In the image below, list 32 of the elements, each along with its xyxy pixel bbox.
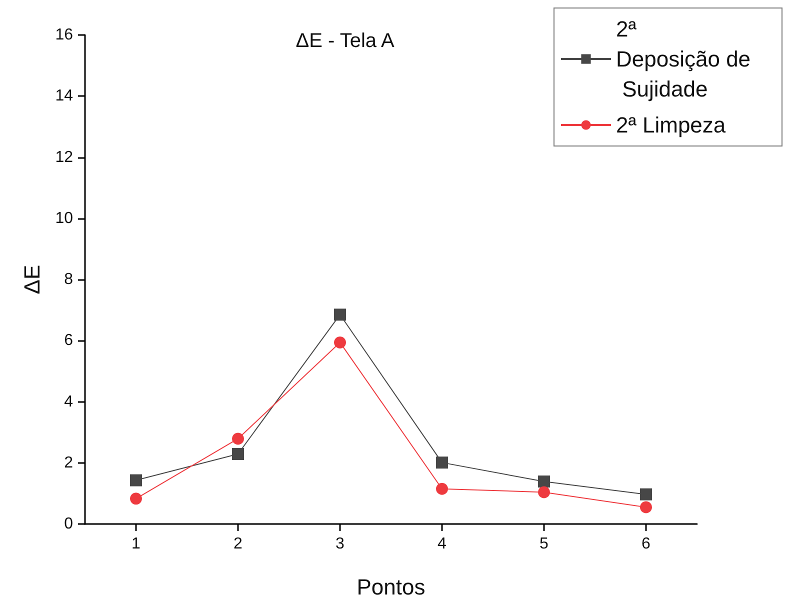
y-tick-label: 2	[64, 454, 74, 472]
point	[436, 456, 448, 469]
point	[232, 432, 244, 445]
point	[538, 476, 550, 488]
y-tick-label: 4	[64, 393, 74, 410]
point	[130, 492, 142, 505]
point	[538, 486, 550, 498]
y-tick-label: 10	[55, 210, 74, 227]
point	[232, 448, 244, 460]
y-tick-label: 6	[64, 332, 74, 350]
legend-label: 2ª Limpeza	[616, 112, 726, 138]
y-tick-label: 12	[55, 148, 74, 166]
x-tick-label: 1	[132, 536, 141, 552]
point	[640, 488, 652, 500]
y-tick-label: 14	[55, 88, 74, 105]
point	[640, 501, 652, 514]
x-tick-label: 3	[336, 536, 345, 552]
x-tick-label: 4	[438, 536, 447, 552]
x-tick-label: 5	[540, 536, 549, 552]
chart-title: ΔE - Tela A	[296, 30, 395, 52]
point	[334, 336, 346, 348]
legend-label: 2ª Deposição de Sujidade	[616, 16, 751, 102]
point	[436, 482, 448, 495]
y-tick-label: 0	[64, 516, 74, 532]
x-tick-label: 2	[234, 536, 243, 552]
x-tick-label: 6	[642, 536, 651, 552]
point	[334, 308, 346, 321]
y-tick-label: 16	[55, 26, 74, 44]
y-tick-label: 8	[64, 271, 74, 288]
y-axis-title: ΔE	[20, 264, 44, 294]
point	[130, 474, 142, 486]
x-axis-title: Pontos	[356, 574, 426, 600]
